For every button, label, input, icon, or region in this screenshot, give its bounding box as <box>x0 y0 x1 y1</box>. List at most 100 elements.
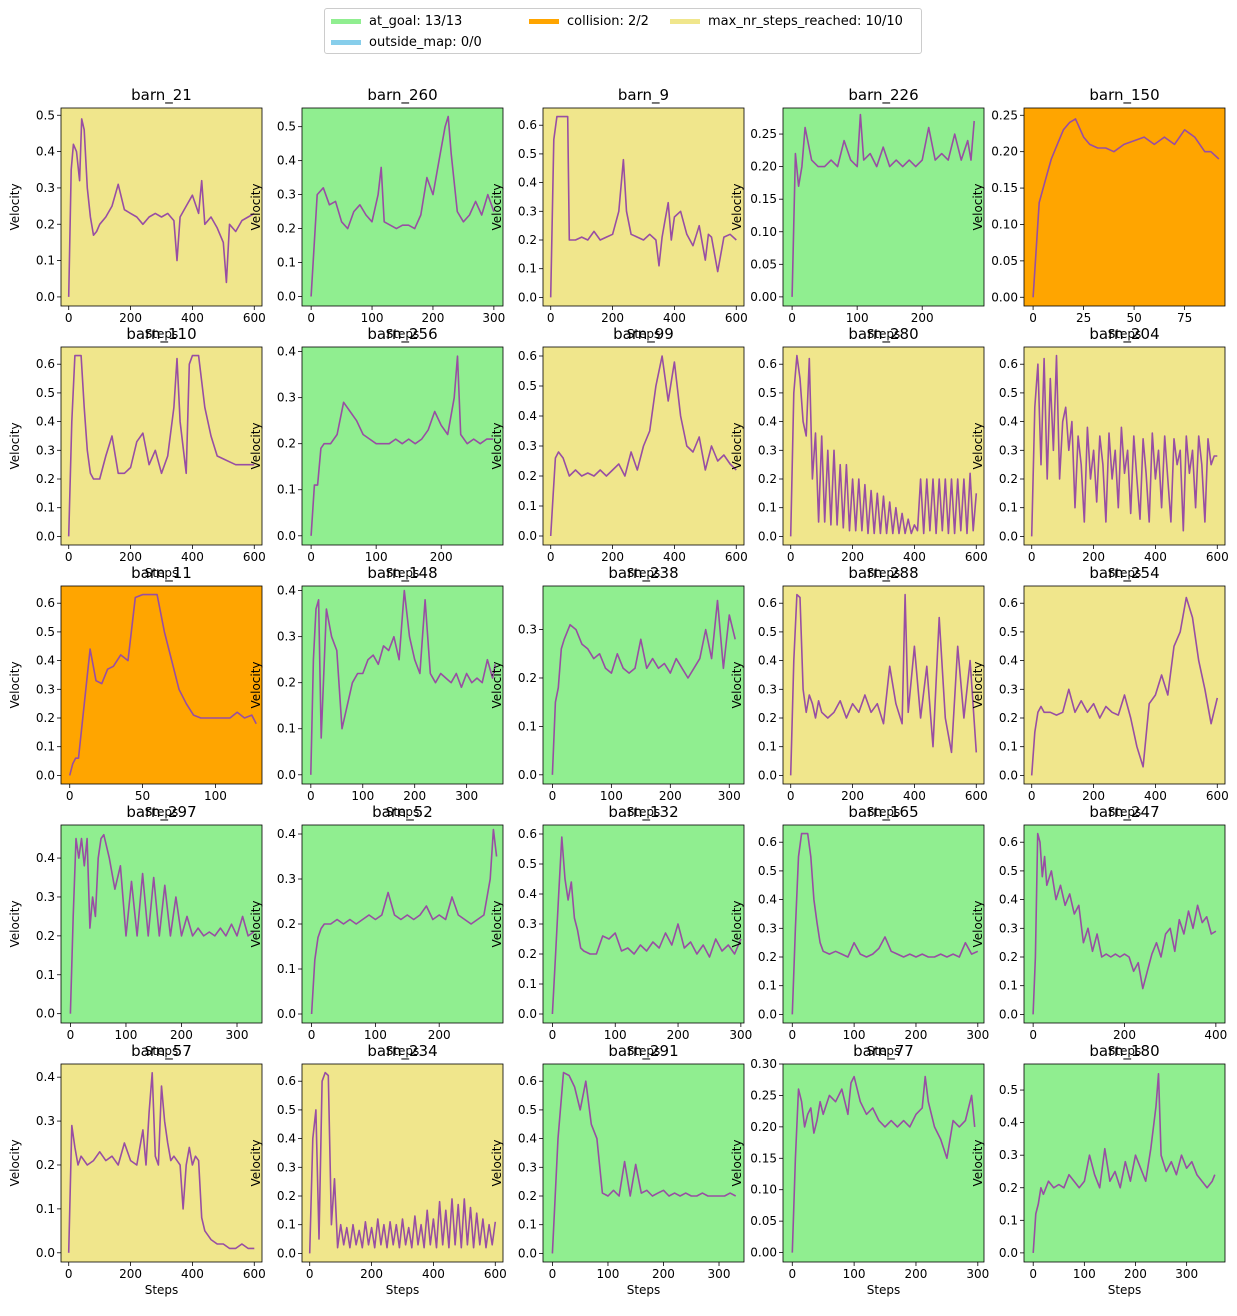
y-tick-label: 0.6 <box>518 827 537 841</box>
y-tick-label: 0.4 <box>518 176 537 190</box>
y-tick-label: 0.6 <box>758 835 777 849</box>
x-tick-label: 0 <box>787 789 795 803</box>
y-tick-label: 0.6 <box>36 596 55 610</box>
x-axis-label: Steps <box>627 805 661 819</box>
y-tick-label: 0.3 <box>518 917 537 931</box>
x-axis-label: Steps <box>867 1283 901 1297</box>
status-background <box>1024 586 1225 784</box>
x-tick-label: 200 <box>652 1267 675 1281</box>
y-tick-label: 0.4 <box>36 654 55 668</box>
y-tick-label: 0.3 <box>277 391 296 405</box>
y-tick-label: 0.5 <box>999 625 1018 639</box>
y-tick-label: 0.5 <box>277 1103 296 1117</box>
axes-frame <box>782 107 985 307</box>
axes-frame <box>782 1063 985 1263</box>
y-tick-label: 0.4 <box>758 415 777 429</box>
x-tick-label: 100 <box>1073 1267 1096 1281</box>
y-tick-label: 0.4 <box>518 409 537 423</box>
y-tick-label: 0.3 <box>518 204 537 218</box>
y-tick-label: 0.0 <box>36 290 55 304</box>
x-tick-label: 200 <box>667 1028 690 1042</box>
x-tick-label: 100 <box>351 789 374 803</box>
axes-frame <box>60 346 263 546</box>
subplot-title: barn_11 <box>131 564 192 583</box>
subplot-barn_226: 0 100 200 0.00 0.05 0.10 0.15 0.20 0.25 Steps Velo… <box>730 86 985 341</box>
y-tick-label: 0.0 <box>758 768 777 782</box>
subplot-title: barn_21 <box>131 86 192 105</box>
x-tick-label: 600 <box>484 1267 507 1281</box>
velocity-line <box>310 828 498 1015</box>
y-tick-label: 0.2 <box>36 711 55 725</box>
subplot-title: barn_150 <box>1089 86 1159 105</box>
y-axis-label: Velocity <box>730 183 744 230</box>
y-tick-label: 0.2 <box>36 472 55 486</box>
velocity-line <box>1030 596 1219 776</box>
axes-frame <box>542 1063 745 1263</box>
velocity-line <box>310 355 494 536</box>
subplot-title: barn_52 <box>372 803 433 822</box>
axes-frame <box>1023 1063 1226 1263</box>
x-tick-label: 0 <box>1028 789 1036 803</box>
y-tick-label: 0.0 <box>999 768 1018 782</box>
y-axis-label: Velocity <box>971 1139 985 1186</box>
x-axis-label: Steps <box>145 1044 179 1058</box>
y-tick-label: 0.0 <box>999 1246 1018 1260</box>
velocity-line <box>791 1075 976 1253</box>
y-tick-label: 0.25 <box>750 1088 777 1102</box>
x-axis-label: Steps <box>627 1283 661 1297</box>
y-axis-label: Velocity <box>971 183 985 230</box>
y-tick-label: 0.0 <box>758 529 777 543</box>
velocity-line <box>67 354 255 537</box>
x-axis-label: Steps <box>867 327 901 341</box>
subplot-title: barn_148 <box>367 564 437 583</box>
y-tick-label: 0.3 <box>758 921 777 935</box>
y-tick-label: 0.6 <box>36 357 55 371</box>
y-tick-label: 0.3 <box>758 443 777 457</box>
x-tick-label: 0 <box>306 1267 314 1281</box>
x-tick-label: 0 <box>788 1028 796 1042</box>
y-axis-label: Velocity <box>8 900 22 947</box>
x-tick-label: 400 <box>181 311 204 325</box>
y-tick-label: 0.20 <box>750 160 777 174</box>
subplot-title: barn_77 <box>853 1042 914 1061</box>
x-tick-label: 0 <box>66 789 74 803</box>
velocity-line <box>1032 832 1217 1015</box>
y-tick-label: 0.6 <box>518 1074 537 1088</box>
subplot-barn_260: 0 100 200 300 0.0 0.1 0.2 0.3 0.4 0.5 Steps Velocit… <box>249 86 505 341</box>
velocity-line <box>791 832 979 1015</box>
y-axis-label: Velocity <box>8 422 22 469</box>
y-tick-label: 0.25 <box>750 127 777 141</box>
subplot-barn_148: 0 100 200 300 0.0 0.1 0.2 0.3 0.4 Steps Velocity ba… <box>249 564 504 819</box>
x-tick-label: 200 <box>119 1267 142 1281</box>
y-axis-label: Velocity <box>8 1139 22 1186</box>
y-tick-label: 0.5 <box>758 625 777 639</box>
subplot-title: barn_9 <box>618 86 669 105</box>
y-tick-label: 0.1 <box>36 968 55 982</box>
x-tick-label: 200 <box>841 789 864 803</box>
y-tick-label: 0.4 <box>277 345 296 359</box>
y-tick-label: 0.4 <box>36 145 55 159</box>
y-tick-label: 0.2 <box>999 950 1018 964</box>
y-tick-label: 0.05 <box>750 1214 777 1228</box>
x-tick-label: 400 <box>663 311 686 325</box>
status-background <box>302 108 503 306</box>
velocity-line <box>69 833 255 1014</box>
subplot-title: barn_247 <box>1089 803 1159 822</box>
y-tick-label: 0.4 <box>36 415 55 429</box>
legend-swatch-at-goal <box>331 19 361 24</box>
x-tick-label: 600 <box>1206 550 1229 564</box>
y-axis-label: Velocity <box>8 661 22 708</box>
subplot-barn_77: 0 100 200 300 0.00 0.05 0.10 0.15 0.20 0.25 0.30 St… <box>730 1042 989 1297</box>
y-axis-label: Velocity <box>490 1139 504 1186</box>
y-tick-label: 0.6 <box>999 357 1018 371</box>
subplot-title: barn_99 <box>613 325 674 344</box>
y-tick-label: 0.4 <box>277 584 296 598</box>
velocity-line <box>308 1071 497 1254</box>
y-tick-label: 0.5 <box>758 864 777 878</box>
x-tick-label: 0 <box>788 1267 796 1281</box>
x-axis-label: Steps <box>627 566 661 580</box>
subplot-title: barn_180 <box>1089 1042 1159 1061</box>
y-tick-label: 0.3 <box>277 1160 296 1174</box>
x-axis-label: Steps <box>627 1044 661 1058</box>
y-tick-label: 0.4 <box>999 893 1018 907</box>
